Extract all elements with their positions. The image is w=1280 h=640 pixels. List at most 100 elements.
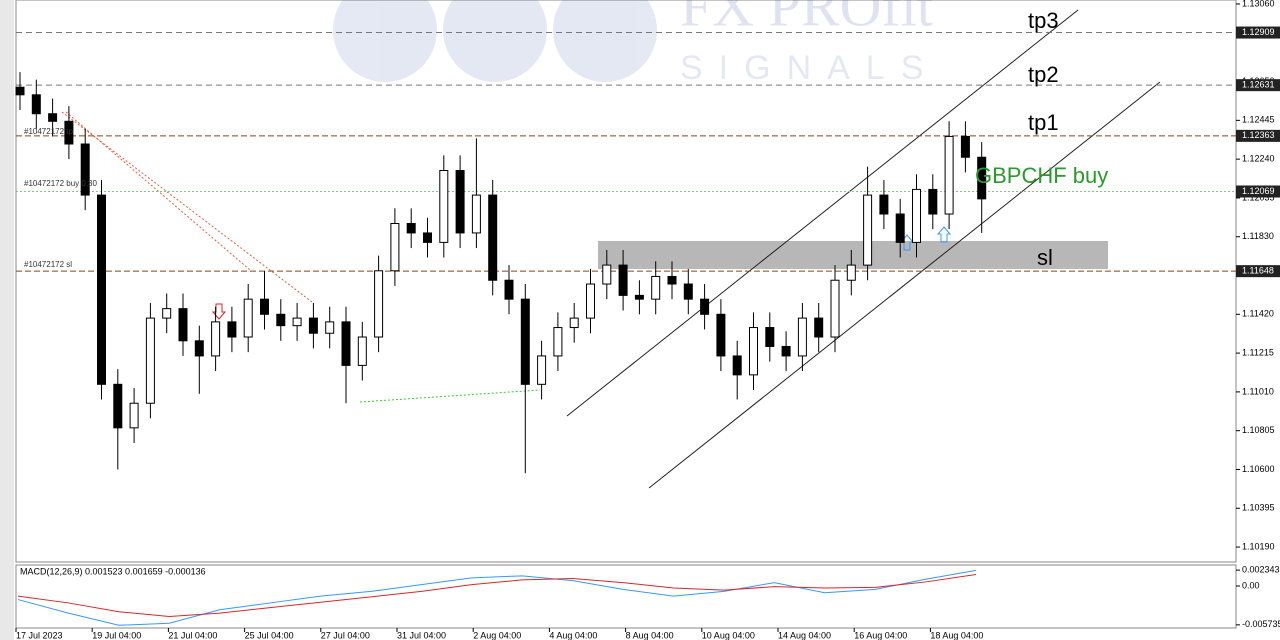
x-tick-label: 17 Jul 2023 [16, 630, 63, 640]
candle-body [618, 264, 628, 296]
watermark-subtitle: SIGNALS [680, 49, 939, 87]
x-tick-label: 25 Jul 04:00 [245, 630, 294, 640]
level-label: 1.12363 [1242, 130, 1275, 140]
candle-body [928, 188, 938, 215]
candle-body [700, 298, 710, 315]
annotation: tp3 [1028, 8, 1059, 33]
candle-body [846, 264, 856, 281]
candle-body [48, 113, 58, 122]
candle-body [423, 232, 432, 243]
y-tick-label: 1.10190 [1242, 541, 1275, 551]
candle-body [357, 336, 367, 366]
candle-body [211, 321, 221, 357]
candle-body [97, 194, 106, 385]
level-tag [1236, 265, 1280, 278]
order-label: #10472172 buy 0.30 [24, 179, 98, 188]
x-tick-label: 16 Aug 04:00 [854, 630, 907, 640]
candle-body [374, 270, 384, 338]
candle-body [537, 355, 547, 385]
candle-body [292, 317, 302, 327]
macd-tick-label: -0.005735 [1242, 619, 1280, 629]
candle-body [569, 317, 579, 329]
candle-body [341, 321, 351, 366]
x-tick-label: 31 Jul 04:00 [397, 630, 446, 640]
candle-body [602, 264, 612, 285]
candle-body [129, 402, 139, 429]
candle-body [960, 135, 970, 158]
candle-body [439, 169, 449, 243]
candle-body [455, 169, 465, 234]
x-tick-label: 10 Aug 04:00 [702, 630, 755, 640]
candle-body [80, 143, 90, 196]
candle-body [162, 308, 172, 319]
candle-body [31, 94, 41, 115]
annotation: tp2 [1028, 62, 1059, 87]
x-tick-label: 8 Aug 04:00 [626, 630, 674, 640]
candle-body [325, 321, 335, 334]
x-tick-label: 14 Aug 04:00 [778, 630, 831, 640]
macd-tick-label: 0.00 [1242, 580, 1260, 590]
macd-line [17, 573, 977, 617]
level-label: 1.12631 [1242, 80, 1275, 90]
macd-tick-label: 0.002343 [1242, 565, 1280, 575]
macd-panel [15, 564, 1237, 629]
level-label: 1.12909 [1242, 27, 1275, 37]
sl-zone [598, 241, 1108, 269]
candle-body [814, 317, 824, 338]
candle-body [944, 135, 954, 215]
order-label: #10472172 tp [24, 127, 73, 136]
candle-body [781, 345, 791, 357]
candle-body [488, 194, 498, 281]
candle-body [15, 86, 25, 96]
y-tick-label: 1.10600 [1242, 464, 1275, 474]
candle-body [276, 313, 286, 327]
level-label: 1.11648 [1242, 266, 1274, 276]
candle-body [667, 275, 677, 285]
y-tick-label: 1.13060 [1242, 0, 1275, 8]
candle-body [797, 317, 807, 357]
candle-body [64, 120, 74, 145]
candle-body [145, 317, 155, 404]
candle-body [194, 340, 204, 357]
candle-body [113, 383, 123, 429]
candle-body [586, 283, 595, 319]
level-tag [1236, 26, 1280, 39]
y-tick-label: 1.11830 [1242, 231, 1274, 241]
y-tick-label: 1.11215 [1242, 347, 1274, 357]
candle-body [863, 194, 873, 266]
candle-body [308, 317, 318, 334]
annotation: tp1 [1028, 110, 1059, 135]
candle-body [765, 327, 775, 347]
candle-body [227, 321, 237, 338]
plot: 1.130601.126501.124451.122401.120351.118… [15, 0, 1280, 640]
candle-body [716, 313, 726, 357]
candle-body [390, 222, 400, 272]
x-tick-label: 19 Jul 04:00 [92, 630, 141, 640]
x-tick-label: 2 Aug 04:00 [473, 630, 521, 640]
candle-body [683, 283, 693, 300]
y-tick-label: 1.11420 [1242, 309, 1274, 319]
y-tick-label: 1.10805 [1242, 425, 1275, 435]
annotation: GBPCHF buy [975, 163, 1108, 188]
annotation: sl [1037, 245, 1053, 270]
channel-lower [648, 81, 1161, 489]
candle-body [260, 298, 269, 315]
buy-arrow [936, 226, 952, 243]
candle-body [977, 156, 987, 200]
candle-body [895, 213, 905, 243]
x-tick-label: 27 Jul 04:00 [321, 630, 370, 640]
watermark-logo [333, 0, 657, 82]
level-tag [1236, 79, 1280, 92]
candle-body [830, 279, 840, 338]
candle-body [634, 294, 644, 300]
y-tick-label: 1.12240 [1242, 154, 1275, 164]
candle-body [553, 327, 563, 357]
candle-body [504, 279, 514, 300]
level-tag [1236, 185, 1280, 198]
y-tick-label: 1.10395 [1242, 503, 1275, 513]
order-label: #10472172 sl [24, 260, 72, 269]
candle-body [912, 188, 921, 243]
candle-body [406, 222, 416, 234]
